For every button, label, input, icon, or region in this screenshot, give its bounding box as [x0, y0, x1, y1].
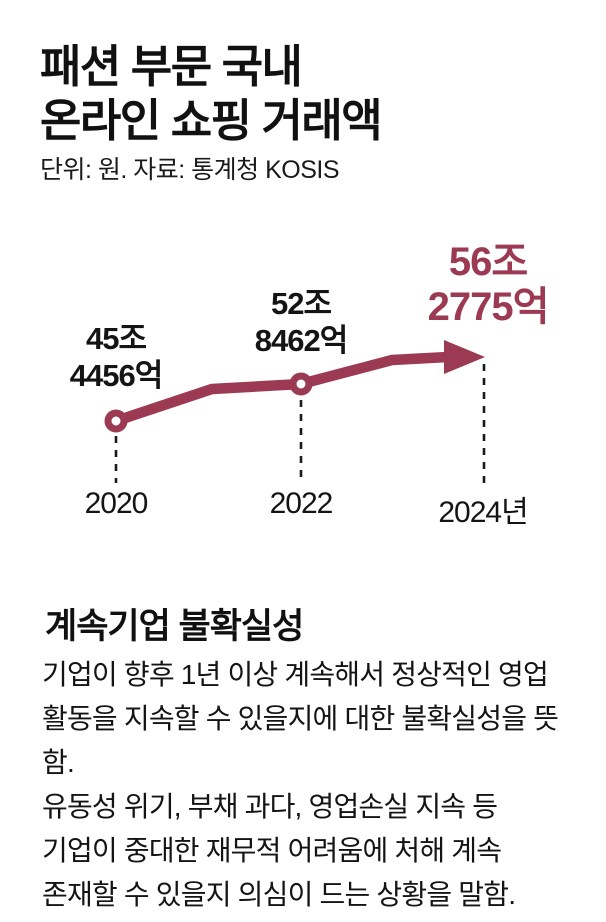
data-label-2024: 56조 2775억	[388, 240, 588, 330]
data-label-2022-line1: 52조	[270, 286, 332, 321]
data-label-2022-line2: 8462억	[254, 323, 348, 358]
data-point-marker-2022	[289, 372, 313, 396]
definition-body: 기업이 향후 1년 이상 계속해서 정상적인 영업 활동을 지속할 수 있을지에…	[42, 653, 582, 917]
page-title: 패션 부문 국내 온라인 쇼핑 거래액	[40, 40, 383, 148]
data-label-2022: 52조 8462억	[221, 285, 381, 359]
x-tick-2022: 2022	[269, 487, 334, 520]
data-label-2020-line2: 4456억	[69, 358, 163, 393]
transaction-line-chart: 45조 4456억 52조 8462억 56조 2775억 2020 2022 …	[0, 230, 606, 530]
data-point-marker-2020	[104, 409, 128, 433]
x-tick-2020: 2020	[84, 487, 149, 520]
definition-line: 기업이 중대한 재무적 어려움에 처해 계속	[42, 835, 502, 866]
data-label-2024-line2: 2775억	[427, 285, 550, 329]
source-note: 단위: 원. 자료: 통계청 KOSIS	[40, 156, 340, 184]
definition-heading: 계속기업 불확실성	[45, 607, 304, 646]
title-line-2: 온라인 쇼핑 거래액	[40, 95, 383, 146]
chart-canvas	[104, 340, 486, 483]
definition-line: 기업이 향후 1년 이상 계속해서 정상적인 영업	[42, 659, 549, 690]
x-tick-2024: 2024년	[438, 496, 528, 529]
definition-line: 유동성 위기, 부채 과다, 영업손실 지속 등	[42, 791, 498, 822]
line-arrow-head	[444, 340, 485, 374]
definition-line: 활동을 지속할 수 있을지에 대한 불확실성을 뜻함.	[42, 703, 559, 778]
title-line-1: 패션 부문 국내	[40, 41, 303, 92]
definition-line: 존재할 수 있을지 의심이 드는 상황을 말함.	[42, 879, 516, 910]
data-label-2024-line1: 56조	[448, 240, 528, 284]
data-label-2020-line1: 45조	[85, 321, 147, 356]
data-label-2020: 45조 4456억	[36, 320, 196, 394]
